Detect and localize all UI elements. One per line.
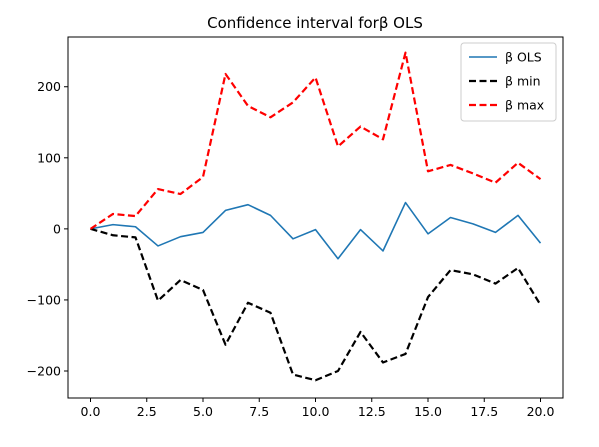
x-tick-label: 5.0 [193,404,213,419]
legend: β OLS β min β max [460,42,557,122]
x-tick-label: 7.5 [249,404,269,419]
series-line-0 [90,201,542,260]
x-tick-label: 2.5 [137,404,157,419]
plot-area [89,51,542,382]
x-tick-label: 0.0 [81,404,101,419]
x-tick-label: 15.0 [414,404,442,419]
y-tick-label: 100 [37,150,61,165]
y-tick-label: −200 [27,363,61,378]
x-tick-label: 20.0 [527,404,555,419]
series-line-1 [90,227,542,382]
y-tick-label: 200 [37,79,61,94]
x-tick-label: 10.0 [302,404,330,419]
legend-box [460,42,557,122]
chart-title: Confidence interval forβ OLS [207,14,423,32]
y-tick-label: −100 [27,292,61,307]
axes: 0.0 2.5 5.0 7.5 10.0 12.5 15.0 17.5 20.0 −200 −100… [27,36,564,419]
legend-label-0: β OLS [505,50,542,65]
y-tick-label: 0 [53,221,61,236]
legend-label-2: β max [505,98,544,113]
x-tick-label: 17.5 [470,404,498,419]
legend-label-1: β min [505,74,541,89]
x-tick-label: 12.5 [358,404,386,419]
